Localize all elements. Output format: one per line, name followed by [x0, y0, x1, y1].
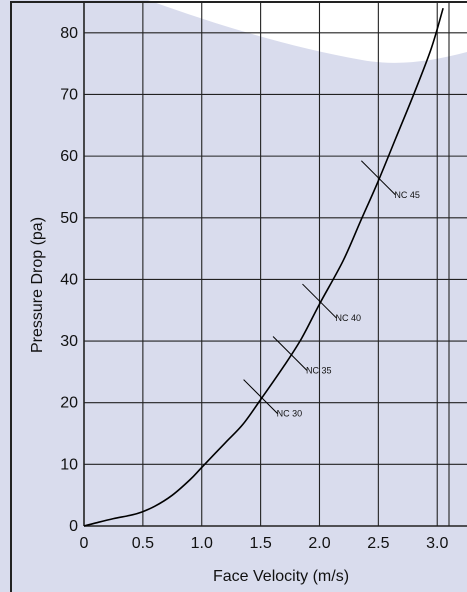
series-layer	[83, 7, 444, 527]
y-tick-label: 60	[60, 148, 78, 165]
nc-tick-mark	[361, 160, 396, 196]
y-tick-label: 80	[60, 25, 78, 42]
x-tick-label: 0	[80, 535, 89, 552]
y-axis-tick-labels: 0 10 20 30 40 50 60 70 80	[60, 25, 78, 535]
y-axis-title: Pressure Drop (pa)	[29, 217, 46, 353]
y-tick-label: 10	[60, 456, 78, 473]
nc-annotations: NC 30 NC 35 NC 40 NC 45	[243, 160, 420, 419]
x-tick-label: 2.0	[308, 535, 330, 552]
y-tick-label: 30	[60, 333, 78, 350]
grid	[83, 2, 467, 527]
nc-label: NC 45	[394, 190, 420, 200]
y-tick-label: 50	[60, 210, 78, 227]
nc-tick-mark	[272, 336, 308, 371]
series-line	[83, 7, 444, 527]
nc-label: NC 30	[277, 409, 303, 419]
nc-tick-mark	[302, 283, 337, 319]
nc-label: NC 40	[335, 313, 361, 323]
y-tick-label: 70	[60, 86, 78, 103]
x-tick-label: 2.5	[367, 535, 389, 552]
chart-frame	[10, 1, 467, 592]
white-wave-decoration	[0, 0, 467, 63]
x-axis-tick-labels: 0 0.5 1.0 1.5 2.0 2.5 3.0	[80, 535, 449, 552]
nc-label: NC 35	[306, 365, 332, 375]
y-tick-label: 40	[60, 271, 78, 288]
x-tick-label: 1.5	[249, 535, 271, 552]
x-tick-label: 1.0	[191, 535, 213, 552]
x-tick-label: 3.0	[426, 535, 448, 552]
nc-tick-mark	[243, 379, 278, 414]
y-tick-label: 20	[60, 395, 78, 412]
x-tick-label: 0.5	[132, 535, 154, 552]
y-tick-label: 0	[69, 518, 78, 535]
x-axis-title: Face Velocity (m/s)	[213, 568, 349, 585]
